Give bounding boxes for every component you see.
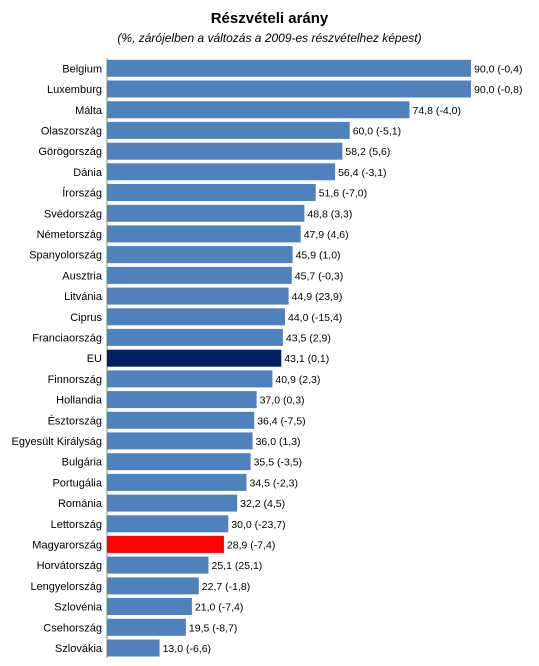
category-label: Belgium xyxy=(62,63,102,75)
bar xyxy=(107,535,224,553)
bar xyxy=(107,246,293,264)
data-label: 13,0 (-6,6) xyxy=(163,643,211,655)
category-label: Csehország xyxy=(43,622,102,634)
data-label: 32,2 (4,5) xyxy=(240,498,285,510)
bar xyxy=(107,225,301,243)
category-label: Málta xyxy=(75,105,103,117)
category-label: Dánia xyxy=(73,167,103,179)
category-label: Szlovénia xyxy=(54,602,103,614)
bar xyxy=(107,494,238,512)
bar xyxy=(107,411,255,429)
bar xyxy=(107,473,247,491)
category-label: Litvánia xyxy=(64,291,103,303)
data-label: 22,7 (-1,8) xyxy=(202,581,250,593)
data-label: 43,5 (2,9) xyxy=(286,332,331,344)
chart-title: Részvételi arány xyxy=(210,10,329,27)
category-label: Magyarország xyxy=(32,539,102,551)
data-label: 44,9 (23,9) xyxy=(292,291,343,303)
data-label: 30,0 (-23,7) xyxy=(231,519,285,531)
bar xyxy=(107,204,305,222)
category-label: Lengyelország xyxy=(30,581,102,593)
data-label: 58,2 (5,6) xyxy=(345,146,390,158)
bar xyxy=(107,184,316,201)
category-label: Olaszország xyxy=(41,125,102,137)
category-label: Hollandia xyxy=(56,395,103,407)
bar xyxy=(107,328,283,346)
data-label: 74,8 (-4,0) xyxy=(413,105,461,117)
bar xyxy=(107,142,343,160)
bar xyxy=(107,556,209,574)
data-label: 40,9 (2,3) xyxy=(275,374,320,386)
data-label: 48,8 (3,3) xyxy=(307,208,352,220)
bar xyxy=(107,639,160,657)
data-label: 21,0 (-7,4) xyxy=(195,602,243,614)
category-label: Lettország xyxy=(51,519,102,531)
bar xyxy=(107,287,289,305)
data-label: 45,7 (-0,3) xyxy=(295,270,343,282)
bar xyxy=(107,432,253,450)
bar xyxy=(107,577,199,595)
category-label: EU xyxy=(87,353,102,365)
bar xyxy=(107,101,410,119)
bar xyxy=(107,598,192,615)
data-label: 34,5 (-2,3) xyxy=(250,477,298,489)
category-label: Horvátország xyxy=(37,560,102,572)
data-label: 44,0 (-15,4) xyxy=(288,312,342,324)
category-label: Luxemburg xyxy=(47,84,102,96)
category-label: Szlovákia xyxy=(55,643,103,655)
data-label: 45,9 (1,0) xyxy=(296,250,341,262)
category-label: Ausztria xyxy=(62,270,103,282)
category-label: Németország xyxy=(37,229,102,241)
data-label: 43,1 (0,1) xyxy=(284,353,329,365)
data-label: 25,1 (25,1) xyxy=(212,560,263,572)
data-label: 36,0 (1,3) xyxy=(256,436,301,448)
data-label: 56,4 (-3,1) xyxy=(338,167,386,179)
bar xyxy=(107,370,273,388)
data-label: 19,5 (-8,7) xyxy=(189,622,237,634)
data-label: 35,5 (-3,5) xyxy=(254,457,302,469)
data-label: 36,4 (-7,5) xyxy=(257,415,305,427)
category-label: Bulgária xyxy=(62,457,103,469)
bar xyxy=(107,80,471,98)
category-label: Spanyolország xyxy=(29,250,102,262)
category-label: Finnország xyxy=(48,374,102,386)
category-label: Észtország xyxy=(48,414,102,427)
bar xyxy=(107,515,229,533)
category-label: Románia xyxy=(58,498,103,510)
data-label: 51,6 (-7,0) xyxy=(319,188,367,200)
data-label: 90,0 (-0,4) xyxy=(474,63,522,75)
bar xyxy=(107,349,282,367)
category-label: Portugália xyxy=(52,477,102,489)
category-label: Egyesült Királyság xyxy=(12,436,103,448)
data-label: 37,0 (0,3) xyxy=(260,395,305,407)
chart-subtitle: (%, zárójelben a változás a 2009-es rész… xyxy=(117,31,422,45)
category-label: Görögország xyxy=(38,146,102,158)
category-label: Ciprus xyxy=(70,312,102,324)
category-label: Franciaország xyxy=(32,332,102,344)
bar xyxy=(107,163,336,181)
bar xyxy=(107,121,350,139)
bar xyxy=(107,59,471,77)
data-label: 60,0 (-5,1) xyxy=(353,125,401,137)
data-label: 47,9 (4,6) xyxy=(304,229,349,241)
data-label: 90,0 (-0,8) xyxy=(474,84,522,96)
bar xyxy=(107,391,257,409)
category-label: Írország xyxy=(62,187,102,200)
bar xyxy=(107,618,186,636)
bar xyxy=(107,308,285,326)
bar xyxy=(107,453,251,471)
data-label: 28,9 (-7,4) xyxy=(227,539,275,551)
category-label: Svédország xyxy=(44,208,102,220)
bar xyxy=(107,266,292,284)
